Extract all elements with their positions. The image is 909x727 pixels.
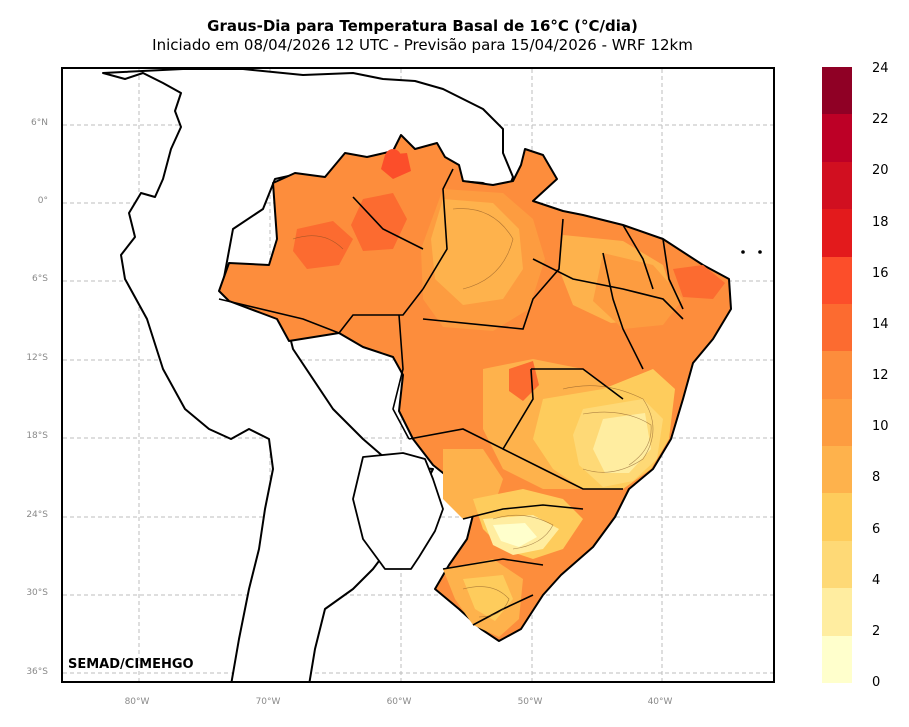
colorbar-segment [822,493,852,541]
colorbar-segment [822,588,852,636]
lon-tick-label: 40°W [647,697,673,707]
lon-tick-label: 80°W [124,697,150,707]
colorbar-tick-label: 22 [872,112,889,128]
map-canvas [63,69,773,681]
lon-tick-label: 70°W [255,697,281,707]
colorbar-tick-label: 10 [872,419,889,435]
contour-lines [292,208,654,618]
colorbar-segment [822,209,852,257]
map-subtitle: Iniciado em 08/04/2026 12 UTC - Previsão… [152,36,693,54]
state-borders [218,168,684,626]
lat-tick-label: 36°S [26,667,48,677]
lat-tick-label: 12°S [26,353,48,363]
colorbar-segment [822,398,852,447]
colorbar-tick-label: 12 [872,368,889,383]
colorbar-tick-label: 0 [872,675,881,690]
lat-tick-label: 6°S [32,274,48,284]
credit-label: SEMAD/CIMEHGO [68,657,194,672]
lon-tick-label: 50°W [517,697,543,707]
colorbar-tick-label: 2 [872,623,881,639]
colorbar-segment [822,540,852,589]
colorbar-segment [822,114,852,162]
map-title: Graus-Dia para Temperatura Basal de 16°C… [207,17,638,35]
map-panel [61,67,775,683]
colorbar [822,67,852,683]
colorbar-segment [822,161,852,210]
colorbar-tick-label: 14 [872,316,889,332]
lat-tick-label: 6°N [31,118,48,128]
colorbar-tick-label: 18 [872,214,889,230]
colorbar-tick-label: 6 [872,521,881,537]
colorbar-tick-label: 8 [872,470,881,486]
island-marker [741,250,745,254]
brazil-degree-days-field [218,134,732,642]
south-america-outline [102,69,514,681]
colorbar-segment [822,256,852,304]
colorbar-segment [822,446,852,494]
lat-tick-label: 0° [37,196,48,206]
lat-tick-label: 24°S [26,510,48,520]
colorbar-segment [822,351,852,399]
colorbar-segment [822,303,852,352]
lon-tick-label: 60°W [386,697,412,707]
colorbar-tick-label: 24 [872,61,889,76]
colorbar-tick-label: 4 [872,572,881,588]
lat-tick-label: 18°S [26,431,48,441]
colorbar-tick-label: 16 [872,265,889,281]
colorbar-segment [822,635,852,683]
lat-tick-label: 30°S [26,588,48,598]
colorbar-tick-label: 20 [872,163,889,179]
colorbar-segment [822,67,852,115]
island-marker [758,250,762,254]
